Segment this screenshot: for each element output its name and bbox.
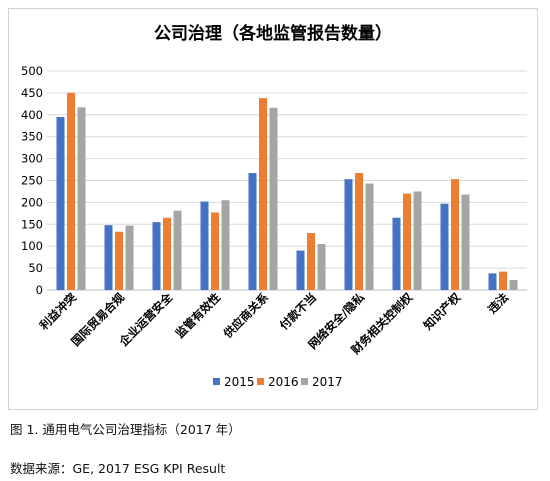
y-tick-label: 250 xyxy=(21,174,43,188)
bar-2017-2 xyxy=(173,210,182,290)
bar-chart: 公司治理（各地监管报告数量） 0 50 100 150 200 250 300 350 400 4… xyxy=(21,23,527,389)
y-tick-labels: 0 50 100 150 200 250 300 350 400 450 500 xyxy=(21,64,43,297)
bar-2016-1 xyxy=(115,231,123,290)
bar-2015-3 xyxy=(200,201,209,290)
legend-swatch-2015 xyxy=(213,378,220,385)
chart-title: 公司治理（各地监管报告数量） xyxy=(154,23,392,44)
y-tick-label: 100 xyxy=(21,239,43,253)
bar-2015-9 xyxy=(488,273,497,290)
bar-2015-8 xyxy=(440,203,449,290)
x-tick-label: 违法 xyxy=(485,290,512,317)
bar-2017-0 xyxy=(77,107,86,290)
bar-2016-0 xyxy=(67,92,75,291)
bar-2016-3 xyxy=(211,212,219,290)
chart-frame: 公司治理（各地监管报告数量） 0 50 100 150 200 250 300 350 400 4… xyxy=(8,8,538,410)
y-tick-label: 200 xyxy=(21,195,43,209)
bar-2015-7 xyxy=(392,217,401,290)
bar-2017-3 xyxy=(221,200,230,290)
legend-label-2016: 2016 xyxy=(268,375,299,389)
x-tick-label: 监管有效性 xyxy=(173,290,224,341)
y-tick-label: 350 xyxy=(21,130,43,144)
x-tick-label: 知识产权 xyxy=(420,290,463,333)
bar-2017-5 xyxy=(317,244,326,290)
y-tick-label: 300 xyxy=(21,152,43,166)
bar-2016-9 xyxy=(499,271,507,290)
y-tick-label: 50 xyxy=(28,261,43,275)
bars xyxy=(56,92,518,291)
legend-swatch-2016 xyxy=(257,378,264,385)
bar-2015-5 xyxy=(296,250,305,290)
bar-2016-8 xyxy=(451,179,459,290)
bar-2015-1 xyxy=(104,225,113,290)
bar-2015-6 xyxy=(344,179,353,290)
y-tick-label: 450 xyxy=(21,86,43,100)
y-tick-label: 500 xyxy=(21,64,43,78)
source-caption: 数据来源：GE, 2017 ESG KPI Result xyxy=(10,461,226,476)
y-tick-label: 400 xyxy=(21,108,43,122)
bar-2016-6 xyxy=(355,173,363,290)
bar-2016-7 xyxy=(403,193,411,290)
bar-2017-6 xyxy=(365,183,374,290)
bar-2016-2 xyxy=(163,217,171,290)
bar-2017-7 xyxy=(413,191,422,290)
x-tick-label: 供应商关系 xyxy=(220,290,272,342)
legend: 2015 2016 2017 xyxy=(213,375,343,389)
bar-2017-4 xyxy=(269,107,278,291)
legend-label-2015: 2015 xyxy=(224,375,255,389)
y-tick-label: 0 xyxy=(36,283,43,297)
bar-2017-9 xyxy=(509,279,518,290)
x-tick-label: 付款不当 xyxy=(277,290,319,332)
bar-2017-8 xyxy=(461,194,470,290)
bar-2015-0 xyxy=(56,116,65,291)
legend-swatch-2017 xyxy=(301,378,308,385)
bar-2017-1 xyxy=(125,225,134,290)
legend-label-2017: 2017 xyxy=(312,375,343,389)
y-tick-label: 150 xyxy=(21,217,43,231)
bar-2016-5 xyxy=(307,233,315,290)
bar-2015-2 xyxy=(152,222,161,290)
bar-2016-4 xyxy=(259,98,267,290)
bar-2015-4 xyxy=(248,173,257,290)
figure-caption: 图 1. 通用电气公司治理指标（2017 年） xyxy=(10,422,241,437)
